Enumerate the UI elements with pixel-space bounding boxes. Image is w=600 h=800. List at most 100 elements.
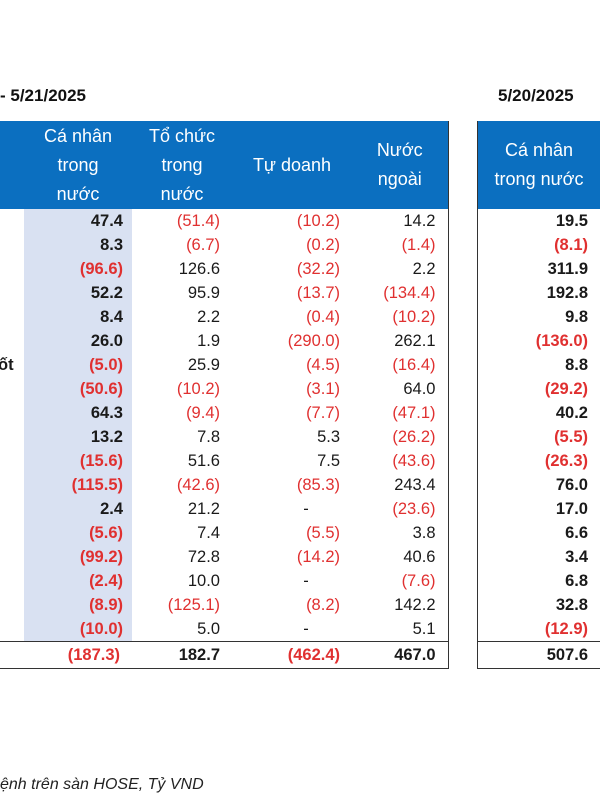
cell-individual: 8.3 <box>24 233 132 257</box>
cell-individual-prev: 311.9 <box>547 260 588 278</box>
table-row: 6.8 <box>478 569 600 593</box>
cell-foreign: 262.1 <box>394 332 436 350</box>
cell-proprietary: (5.5) <box>306 524 340 542</box>
header-label <box>0 121 24 209</box>
cell-foreign: 40.6 <box>403 548 436 566</box>
cell-proprietary: (14.2) <box>296 548 340 566</box>
cell-individual-prev: 40.2 <box>555 404 588 422</box>
cell-individual-prev: 192.8 <box>546 284 588 302</box>
cell-foreign: (1.4) <box>401 236 436 254</box>
row-label <box>0 209 24 233</box>
row-label <box>0 521 24 545</box>
total-individual-prev: 507.6 <box>477 641 600 669</box>
cell-institution: 1.9 <box>197 332 220 350</box>
table-row: 40.2 <box>478 401 600 425</box>
cell-foreign: (23.6) <box>392 500 436 518</box>
cell-foreign: 243.4 <box>394 476 436 494</box>
cell-individual: (15.6) <box>24 449 132 473</box>
row-label <box>0 617 24 642</box>
table-row: 52.2 95.9 (13.7) (134.4) <box>0 281 448 305</box>
cell-institution: 126.6 <box>178 260 220 278</box>
trading-table-current: Cá nhân trong nước Tổ chức trong nước Tự doanh… <box>0 121 449 669</box>
cell-proprietary: (8.2) <box>306 596 340 614</box>
header-foreign: Nước ngoài <box>352 121 448 209</box>
cell-proprietary: (32.2) <box>296 260 340 278</box>
table-row: 47.4 (51.4) (10.2) 14.2 <box>0 209 448 233</box>
total-row: (187.3) 182.7 (462.4) 467.0 <box>0 641 448 669</box>
row-label <box>0 425 24 449</box>
cell-individual: 2.4 <box>24 497 132 521</box>
cell-individual: 64.3 <box>24 401 132 425</box>
cell-individual-prev: (29.2) <box>544 380 588 398</box>
row-label <box>0 257 24 281</box>
cell-individual-prev: 9.8 <box>565 308 588 326</box>
footnote: ệnh trên sàn HOSE, Tỷ VND <box>0 776 204 793</box>
cell-institution: (51.4) <box>176 212 220 230</box>
cell-individual: 52.2 <box>24 281 132 305</box>
table-row: 64.3 (9.4) (7.7) (47.1) <box>0 401 448 425</box>
table-row: 2.4 21.2 - (23.6) <box>0 497 448 521</box>
table-row: (5.5) <box>478 425 600 449</box>
cell-proprietary: (10.2) <box>296 212 340 230</box>
total-row-prev: 507.6 <box>477 641 600 669</box>
cell-foreign: 3.8 <box>412 524 436 542</box>
cell-proprietary: 5.3 <box>317 428 340 446</box>
cell-institution: 7.4 <box>197 524 220 542</box>
cell-individual-prev: 3.4 <box>565 548 588 566</box>
cell-individual: (50.6) <box>24 377 132 401</box>
table-row: 8.8 <box>478 353 600 377</box>
cell-individual: 13.2 <box>24 425 132 449</box>
cell-foreign: 5.1 <box>412 620 436 638</box>
table-row: (8.9) (125.1) (8.2) 142.2 <box>0 593 448 617</box>
cell-individual-prev: (5.5) <box>554 428 588 446</box>
cell-proprietary: - <box>303 620 309 638</box>
row-label <box>0 569 24 593</box>
table-row: ốt (5.0) 25.9 (4.5) (16.4) <box>0 353 448 377</box>
header-individual: Cá nhân trong nước <box>24 121 132 209</box>
cell-proprietary: (13.7) <box>296 284 340 302</box>
cell-individual: (5.0) <box>24 353 132 377</box>
table-row: 32.8 <box>478 593 600 617</box>
cell-individual-prev: 6.6 <box>565 524 588 542</box>
table-row: 13.2 7.8 5.3 (26.2) <box>0 425 448 449</box>
row-label <box>0 449 24 473</box>
total-individual: (187.3) <box>24 641 132 669</box>
cell-proprietary: (85.3) <box>296 476 340 494</box>
table-row: 311.9 <box>478 257 600 281</box>
cell-institution: 21.2 <box>187 500 220 518</box>
cell-proprietary: - <box>303 500 309 518</box>
cell-institution: 95.9 <box>187 284 220 302</box>
table-row: 9.8 <box>478 305 600 329</box>
cell-individual: (115.5) <box>24 473 132 497</box>
header-row: Cá nhân trong nước Tổ chức trong nước Tự doanh… <box>0 121 448 209</box>
cell-institution: 51.6 <box>187 452 220 470</box>
table-row: (50.6) (10.2) (3.1) 64.0 <box>0 377 448 401</box>
cell-individual-prev: 8.8 <box>565 356 588 374</box>
row-label <box>0 233 24 257</box>
cell-individual-prev: 17.0 <box>555 500 588 518</box>
total-institution: 182.7 <box>132 641 232 669</box>
cell-institution: 25.9 <box>187 356 220 374</box>
cell-foreign: 2.2 <box>412 260 436 278</box>
cell-proprietary: (0.2) <box>306 236 340 254</box>
total-foreign: 467.0 <box>352 641 448 669</box>
cell-foreign: 64.0 <box>403 380 436 398</box>
cell-individual: (8.9) <box>24 593 132 617</box>
cell-individual-prev: 19.5 <box>555 212 588 230</box>
row-label <box>0 545 24 569</box>
table-row: 19.5 <box>478 209 600 233</box>
header-individual-prev: Cá nhân trong nước <box>477 121 600 209</box>
table-row: (99.2) 72.8 (14.2) 40.6 <box>0 545 448 569</box>
cell-proprietary: (4.5) <box>306 356 340 374</box>
cell-foreign: (16.4) <box>392 356 436 374</box>
cell-individual-prev: (12.9) <box>544 620 588 638</box>
table-row: 8.4 2.2 (0.4) (10.2) <box>0 305 448 329</box>
table-row: 76.0 <box>478 473 600 497</box>
cell-proprietary: (3.1) <box>306 380 340 398</box>
table-row: (136.0) <box>478 329 600 353</box>
cell-foreign: (43.6) <box>392 452 436 470</box>
row-label <box>0 377 24 401</box>
cell-individual: (10.0) <box>24 617 132 642</box>
cell-individual-prev: (136.0) <box>535 332 588 350</box>
row-label <box>0 329 24 353</box>
